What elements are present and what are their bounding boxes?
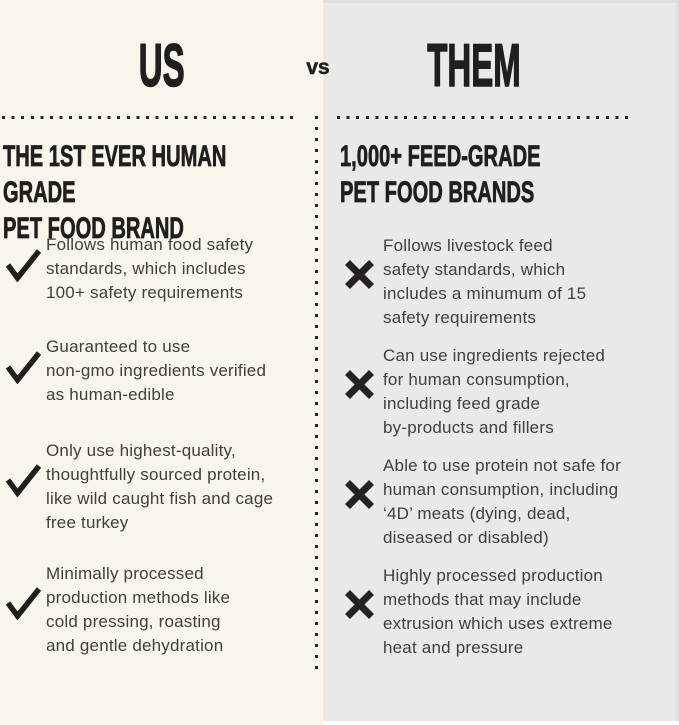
them-title: THEM — [323, 32, 625, 99]
them-drawback-item: Follows livestock feed safety standards,… — [343, 234, 663, 330]
benefit-text: Follows human food safety standards, whi… — [46, 235, 254, 302]
x-icon — [343, 368, 383, 406]
drawback-text: Able to use protein not safe for human c… — [383, 456, 621, 547]
us-heading: THE 1ST EVER HUMAN GRADE PET FOOD BRAND — [3, 140, 227, 246]
benefit-text: Guaranteed to use non-gmo ingredients ve… — [46, 337, 267, 404]
x-icon — [343, 478, 383, 516]
drawback-text: Can use ingredients rejected for human c… — [383, 346, 606, 437]
us-benefit-item: Minimally processed production methods l… — [5, 562, 317, 658]
drawback-text: Follows livestock feed safety standards,… — [383, 236, 587, 327]
them-title-text: THEM — [427, 32, 521, 99]
them-drawback-item: Able to use protein not safe for human c… — [343, 454, 663, 550]
dotted-divider-right — [337, 116, 630, 119]
vs-label: vs — [306, 56, 330, 79]
check-icon — [5, 350, 46, 389]
them-drawback-item: Highly processed production methods that… — [343, 564, 663, 660]
dotted-divider-vertical — [315, 116, 318, 677]
benefit-text: Only use highest-quality, thoughtfully s… — [46, 441, 274, 532]
check-icon — [5, 586, 46, 625]
us-title: US — [0, 32, 323, 99]
x-icon — [343, 258, 383, 296]
them-panel — [323, 0, 679, 721]
check-icon — [5, 248, 46, 287]
dotted-divider-left — [2, 116, 297, 119]
us-benefit-item: Guaranteed to use non-gmo ingredients ve… — [5, 335, 317, 407]
us-benefit-item: Only use highest-quality, thoughtfully s… — [5, 439, 317, 535]
them-drawback-item: Can use ingredients rejected for human c… — [343, 344, 663, 440]
x-icon — [343, 588, 383, 626]
check-icon — [5, 463, 46, 502]
us-panel — [0, 0, 323, 725]
drawback-text: Highly processed production methods that… — [383, 566, 613, 657]
them-heading: 1,000+ FEED-GRADE PET FOOD BRANDS — [340, 140, 541, 210]
benefit-text: Minimally processed production methods l… — [46, 564, 231, 655]
us-title-text: US — [138, 32, 185, 99]
us-benefit-item: Follows human food safety standards, whi… — [5, 233, 317, 305]
